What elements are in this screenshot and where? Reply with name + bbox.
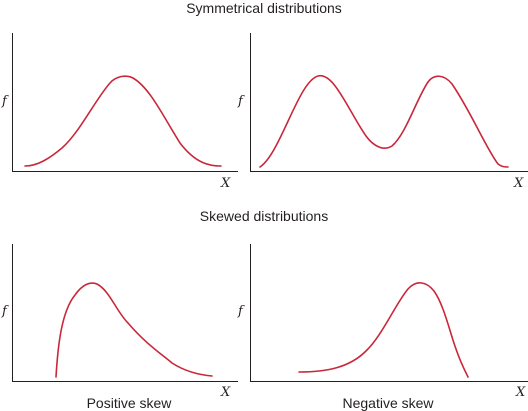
x-axis-label: X — [220, 385, 231, 400]
x-axis-label: X — [513, 176, 524, 191]
normal-distribution-panel: f X — [1, 33, 238, 191]
skewed-distributions-title: Skewed distributions — [199, 208, 329, 224]
negative-skew-caption: Negative skew — [342, 395, 434, 411]
negative-skew-panel: f X — [237, 244, 528, 400]
y-axis-label: f — [237, 94, 245, 109]
negative-skew-axes — [250, 244, 528, 382]
bimodal-curve — [259, 75, 509, 168]
x-axis-label: X — [515, 385, 526, 400]
positive-skew-caption: Positive skew — [86, 395, 172, 411]
normal-axes — [12, 33, 238, 172]
normal-curve — [24, 75, 222, 167]
y-axis-label: f — [237, 304, 245, 319]
y-axis-label: f — [1, 304, 9, 319]
symmetrical-distributions-title: Symmetrical distributions — [186, 0, 342, 16]
positive-skew-axes — [12, 244, 238, 382]
positive-skew-panel: f X — [1, 244, 238, 400]
y-axis-label: f — [1, 94, 9, 109]
bimodal-axes — [250, 33, 528, 172]
positive-skew-curve — [55, 282, 213, 378]
x-axis-label: X — [220, 176, 231, 191]
negative-skew-curve — [298, 282, 469, 378]
bimodal-distribution-panel: f X — [237, 33, 528, 191]
